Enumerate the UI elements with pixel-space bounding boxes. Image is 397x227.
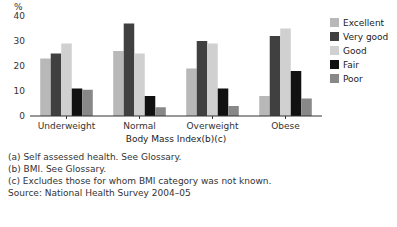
chart: 0 10 20 30 40% Underweight Normal Overweight Obe… [0,0,397,227]
x-tick [139,116,140,119]
footnote: (a) Self assessed health. See Glossary. [8,152,181,162]
footnote: (b) BMI. See Glossary. [8,164,106,174]
y-tick-label: 0 [19,111,25,121]
x-tick-label: Underweight [38,121,96,131]
bar [51,54,62,117]
legend: Excellent Very good Good Fair Poor [330,18,388,84]
legend-swatch [330,60,339,69]
legend-swatch [330,46,339,55]
bar [72,89,83,117]
bar [124,24,135,117]
bar [301,99,312,117]
bar [113,51,124,116]
legend-swatch [330,32,339,41]
x-tick-label: Obese [271,121,300,131]
bar [270,36,281,116]
legend-swatch [330,74,339,83]
y-tick-label: 20 [14,61,26,71]
x-tick-label: Overweight [187,121,239,131]
x-tick [212,116,213,119]
bar [207,44,218,117]
bar [259,96,270,116]
legend-swatch [330,18,339,27]
x-axis-label: Body Mass Index(b)(c) [126,134,227,144]
bar [280,29,291,117]
footnote: Source: National Health Survey 2004–05 [8,188,191,198]
bar [145,96,156,116]
footnote: (c) Excludes those for whom BMI category… [8,176,271,186]
bar [218,89,229,117]
bar [134,54,145,117]
legend-label: Excellent [343,18,385,28]
y-tick-label: 40 [14,11,26,21]
legend-label: Fair [343,60,359,70]
bar [61,44,72,117]
legend-label: Very good [343,32,388,42]
bar [40,59,51,117]
bar [197,41,208,116]
legend-label: Poor [343,74,363,84]
x-tick [285,116,286,119]
y-tick-label: 30 [14,36,26,46]
bar [82,90,93,116]
legend-label: Good [343,46,367,56]
y-tick-label: 10 [14,86,26,96]
bar [228,106,239,116]
x-axis-line [30,116,322,117]
x-tick-label: Normal [123,121,156,131]
bars [40,24,312,117]
y-axis-label: % [14,2,23,12]
bar [155,107,166,116]
bar [186,69,197,117]
x-tick [66,116,67,119]
bar [291,71,302,116]
